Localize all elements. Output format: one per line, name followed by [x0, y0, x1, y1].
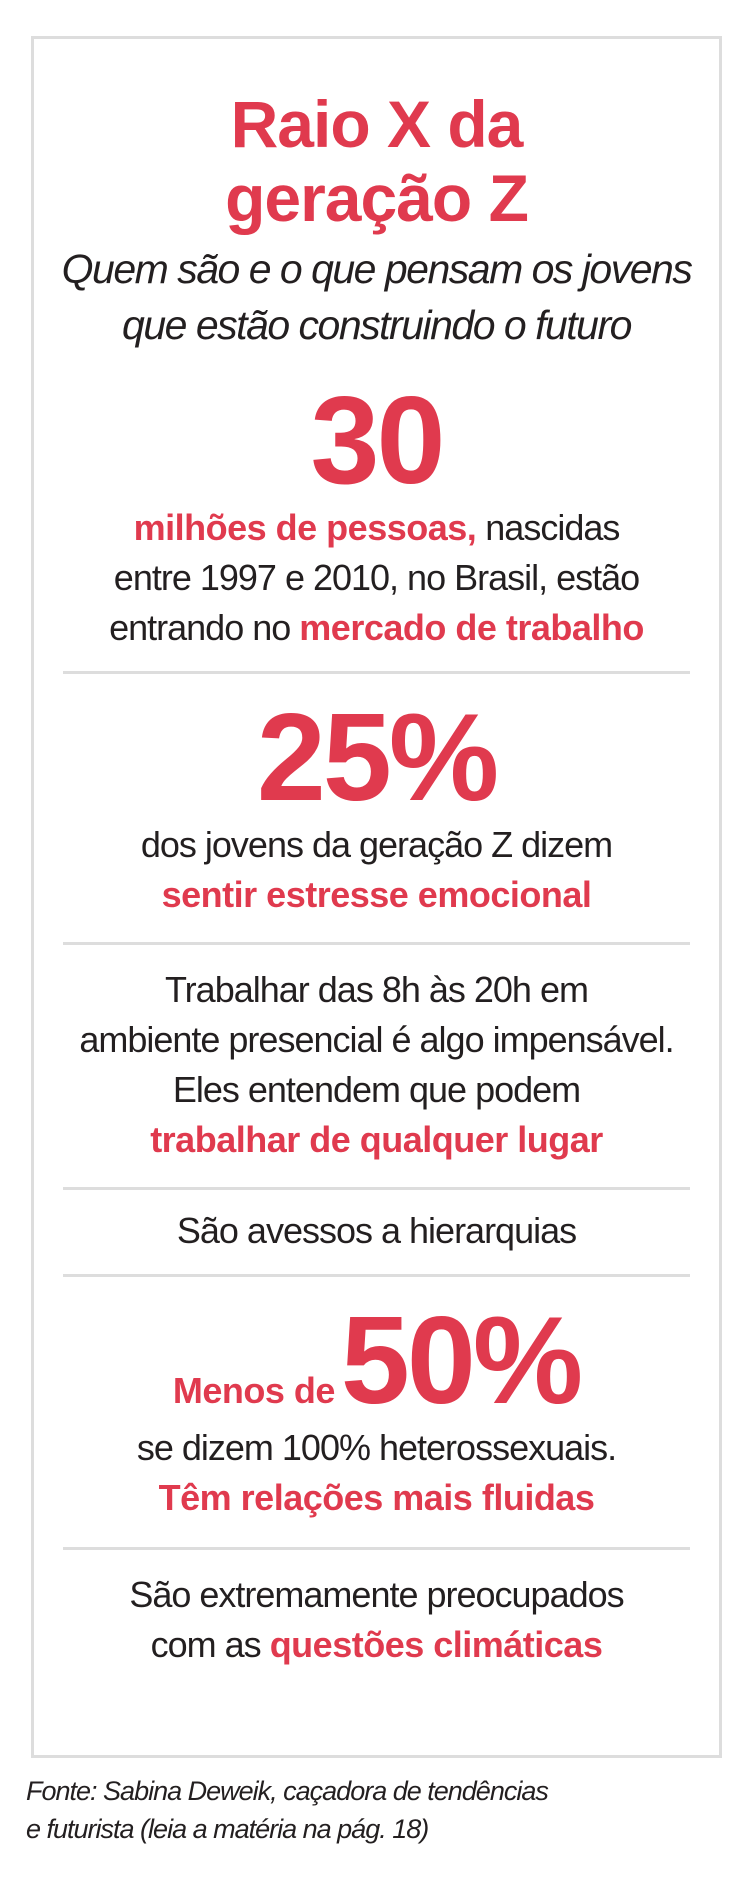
infographic-title: Raio X da geração Z — [34, 87, 719, 235]
body-text: nascidas — [476, 507, 620, 548]
stat-headline: Menos de 50% — [34, 1299, 719, 1423]
subtitle-line-2: que estão construindo o futuro — [122, 302, 632, 348]
section-divider — [63, 1274, 690, 1277]
stat-block-climate: São extremamente preocupados com as ques… — [34, 1550, 719, 1670]
stat-block-hierarchies: São avessos a hierarquias — [34, 1190, 719, 1274]
stat-block-50-percent: Menos de 50% se dizem 100% heterossexuai… — [34, 1277, 719, 1547]
source-credit: Fonte: Sabina Deweik, caçadora de tendên… — [26, 1772, 549, 1848]
section-divider — [63, 1547, 690, 1550]
body-text: dos jovens da geração Z dizem — [140, 824, 613, 865]
highlight-text: mercado de trabalho — [299, 607, 644, 648]
body-text: ambiente presencial é algo impensável. — [79, 1019, 674, 1060]
infographic-content: Raio X da geração Z Quem são e o que pen… — [34, 39, 719, 1670]
body-text: com as — [150, 1624, 270, 1665]
stat-label: Menos de — [172, 1370, 336, 1411]
stat-text: se dizem 100% heterossexuais. Têm relaçõ… — [34, 1423, 719, 1523]
source-line-2: e futurista (leia a matéria na pág. 18) — [26, 1814, 429, 1844]
stat-text: São extremamente preocupados com as ques… — [34, 1570, 719, 1670]
infographic-subtitle: Quem são e o que pensam os jovens que es… — [34, 241, 719, 353]
stat-text: milhões de pessoas, nascidas entre 1997 … — [34, 503, 719, 653]
highlight-text: sentir estresse emocional — [161, 874, 592, 915]
highlight-text: trabalhar de qualquer lugar — [150, 1119, 603, 1160]
stat-text: dos jovens da geração Z dizem sentir est… — [34, 820, 719, 920]
highlight-text: questões climáticas — [269, 1624, 603, 1665]
infographic-frame — [31, 36, 722, 1758]
body-text: se dizem 100% heterossexuais. — [136, 1427, 617, 1468]
title-line-1: Raio X da — [230, 87, 524, 161]
highlight-text: Têm relações mais fluidas — [158, 1477, 595, 1518]
section-divider — [63, 671, 690, 674]
body-text: Eles entendem que podem — [172, 1069, 581, 1110]
section-divider — [63, 1187, 690, 1190]
source-line-1: Fonte: Sabina Deweik, caçadora de tendên… — [26, 1776, 549, 1806]
stat-number-50-percent: 50% — [340, 1292, 583, 1430]
title-line-2: geração Z — [225, 161, 529, 235]
stat-number-25-percent: 25% — [256, 689, 499, 827]
body-text: Trabalhar das 8h às 20h em — [165, 969, 589, 1010]
body-text: entrando no — [109, 607, 300, 648]
section-divider — [63, 942, 690, 945]
highlight-text: milhões de pessoas, — [133, 507, 477, 548]
stat-text: Trabalhar das 8h às 20h em ambiente pres… — [34, 965, 719, 1165]
body-text: São avessos a hierarquias — [176, 1210, 577, 1251]
stat-block-work-anywhere: Trabalhar das 8h às 20h em ambiente pres… — [34, 945, 719, 1187]
subtitle-line-1: Quem são e o que pensam os jovens — [61, 246, 693, 292]
stat-block-25-percent: 25% dos jovens da geração Z dizem sentir… — [34, 674, 719, 942]
body-text: São extremamente preocupados — [129, 1574, 624, 1615]
stat-block-30-million: 30 milhões de pessoas, nascidas entre 19… — [34, 379, 719, 671]
stat-number-30: 30 — [310, 372, 446, 510]
body-text: entre 1997 e 2010, no Brasil, estão — [113, 557, 640, 598]
